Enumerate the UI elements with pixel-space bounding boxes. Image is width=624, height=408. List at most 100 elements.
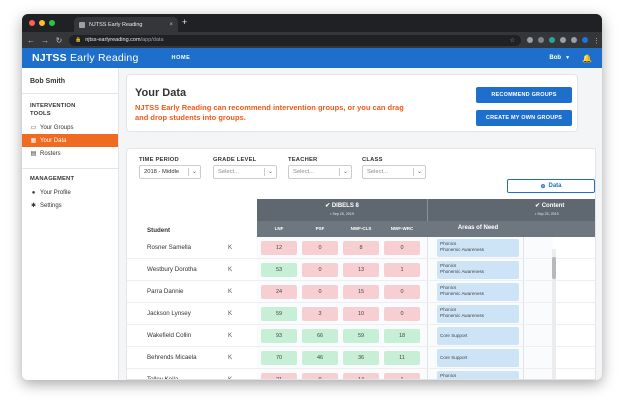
column-header-psf[interactable]: PSF xyxy=(315,226,325,231)
app-brand-logo[interactable]: NJTSS Early Reading xyxy=(32,52,139,64)
dibels-header[interactable]: ✔ DIBELS 8 xyxy=(257,202,427,209)
extension-icon[interactable] xyxy=(527,37,533,43)
content-header[interactable]: ✔ Content xyxy=(535,202,595,209)
minimize-window-button[interactable] xyxy=(39,20,45,26)
profile-avatar-icon[interactable] xyxy=(582,37,588,43)
extension-icon[interactable] xyxy=(560,37,566,43)
user-menu[interactable]: Bob ▼ xyxy=(549,55,570,61)
teacher-select[interactable]: Select... ⌄ xyxy=(288,165,352,179)
table-row[interactable]: Westbury Dorotha K 53 0 13 1 Phonics Phonemic A… xyxy=(127,259,595,281)
teacher-label: TEACHER xyxy=(288,157,318,163)
maximize-window-button[interactable] xyxy=(49,20,55,26)
sidebar-user-name: Bob Smith xyxy=(30,78,65,85)
student-name[interactable]: Parra Dannie xyxy=(147,288,184,295)
areas-of-need-tag[interactable]: Core Support xyxy=(437,349,519,367)
assessment-header-band xyxy=(257,199,595,221)
sidebar-item-your-groups[interactable]: ▭ Your Groups xyxy=(22,121,118,134)
header-divider xyxy=(427,199,428,221)
new-tab-button[interactable]: + xyxy=(182,17,188,27)
gear-icon: ✱ xyxy=(30,203,37,209)
student-name[interactable]: Behrends Micaela xyxy=(147,354,197,361)
time-period-label: TIME PERIOD xyxy=(139,157,179,163)
recommend-groups-button[interactable]: RECOMMEND GROUPS xyxy=(476,87,572,103)
sidebar-item-your-data[interactable]: ▦ Your Data xyxy=(22,134,118,147)
column-header-nwf-cls[interactable]: NWF-CLS xyxy=(350,226,372,231)
sidebar-item-label: Your Profile xyxy=(40,189,71,196)
table-row[interactable]: Parra Dannie K 24 0 15 0 Phonics Phonemic Aware… xyxy=(127,281,595,303)
areas-of-need-tag[interactable]: Core Support xyxy=(437,327,519,345)
column-header-areas-of-need: Areas of Need xyxy=(457,225,499,231)
student-name[interactable]: Jackson Lynsey xyxy=(147,310,191,317)
score-cell: 59 xyxy=(343,329,379,343)
dibels-date-text: Sep 25, 2019 xyxy=(332,212,354,216)
student-name[interactable]: Rosner Samella xyxy=(147,244,192,251)
forward-arrow-icon[interactable]: → xyxy=(41,35,49,45)
grade-level-select[interactable]: Select... ⌄ xyxy=(213,165,277,179)
grade-level-placeholder: Select... xyxy=(218,169,239,175)
sidebar-item-settings[interactable]: ✱ Settings xyxy=(22,199,118,212)
time-period-select[interactable]: 2018 - Middle ⌄ xyxy=(139,165,201,179)
reload-icon[interactable]: ↻ xyxy=(55,35,63,45)
score-cell: 46 xyxy=(302,351,338,365)
table-row[interactable]: Wakefield Collin K 93 66 59 18 Core Support xyxy=(127,325,595,347)
grid-scrollbar-thumb[interactable] xyxy=(552,257,556,279)
extension-icon[interactable] xyxy=(549,37,555,43)
student-grade: K xyxy=(228,376,233,380)
data-table-card: TIME PERIOD 2018 - Middle ⌄ GRADE LEVEL S… xyxy=(126,148,596,380)
grid-divider xyxy=(523,237,524,379)
sidebar-item-your-profile[interactable]: ● Your Profile xyxy=(22,186,118,199)
student-name[interactable]: Wakefield Collin xyxy=(147,332,192,339)
close-window-button[interactable] xyxy=(29,20,35,26)
column-header-nwf-wrc[interactable]: NWF-WRC xyxy=(390,226,414,231)
score-cell: 0 xyxy=(384,285,420,299)
student-name[interactable]: Westbury Dorotha xyxy=(147,266,197,273)
student-grade: K xyxy=(228,244,233,251)
column-header-student[interactable]: Student xyxy=(147,227,171,234)
check-circle-icon: ✔ xyxy=(325,203,331,209)
url-host: njtss-earlyreading.com xyxy=(85,37,141,43)
extension-icon[interactable] xyxy=(571,37,577,43)
student-grade: K xyxy=(228,354,233,361)
table-row[interactable]: Behrends Micaela K 70 46 36 11 Core Support xyxy=(127,347,595,369)
add-data-button[interactable]: ⊕ Data xyxy=(507,179,595,193)
create-my-own-groups-button[interactable]: CREATE MY OWN GROUPS xyxy=(476,110,572,126)
browser-menu-icon[interactable]: ⋮ xyxy=(593,38,600,45)
table-icon: ▦ xyxy=(30,138,37,144)
sidebar-divider xyxy=(22,168,118,169)
back-arrow-icon[interactable]: ← xyxy=(27,35,35,45)
section-title-line1: INTERVENTION xyxy=(30,103,76,109)
tab-close-icon[interactable]: × xyxy=(169,21,173,28)
bookmark-star-icon[interactable]: ☆ xyxy=(509,37,515,44)
score-cell: 53 xyxy=(261,263,297,277)
check-circle-icon: ✔ xyxy=(535,203,541,209)
sidebar: Bob Smith INTERVENTION TOOLS ▭ Your Group… xyxy=(22,68,119,380)
table-row[interactable]: Jackson Lynsey K 59 3 10 0 Phonics Phonemic Awa… xyxy=(127,303,595,325)
student-name[interactable]: Tolley Keila xyxy=(147,376,179,380)
score-cell: 0 xyxy=(302,241,338,255)
column-header-lnf[interactable]: LNF xyxy=(274,226,284,231)
student-grade: K xyxy=(228,310,233,317)
sidebar-item-label: Your Data xyxy=(40,137,67,144)
browser-tab[interactable]: NJTSS Early Reading × xyxy=(74,17,178,32)
score-cell: 0 xyxy=(302,373,338,379)
table-row[interactable]: Rosner Samella K 12 0 8 0 Phonics Phonemic Awar… xyxy=(127,237,595,259)
nav-home-link[interactable]: HOME xyxy=(171,55,191,61)
extension-icon[interactable] xyxy=(538,37,544,43)
student-grade: K xyxy=(228,288,233,295)
class-select[interactable]: Select... ⌄ xyxy=(362,165,426,179)
grid-scrollbar-track[interactable] xyxy=(552,249,556,379)
need-label: Core Support xyxy=(440,333,468,338)
groups-icon: ▭ xyxy=(30,125,37,131)
url-path: /app/data xyxy=(140,37,164,43)
need-label: Phonics xyxy=(440,285,457,290)
window-controls xyxy=(29,20,55,26)
sidebar-item-rosters[interactable]: ▤ Rosters xyxy=(22,147,118,160)
bell-icon[interactable]: 🔔 xyxy=(582,53,592,63)
address-bar[interactable]: 🔒 njtss-earlyreading.com/app/data ☆ xyxy=(69,34,521,46)
